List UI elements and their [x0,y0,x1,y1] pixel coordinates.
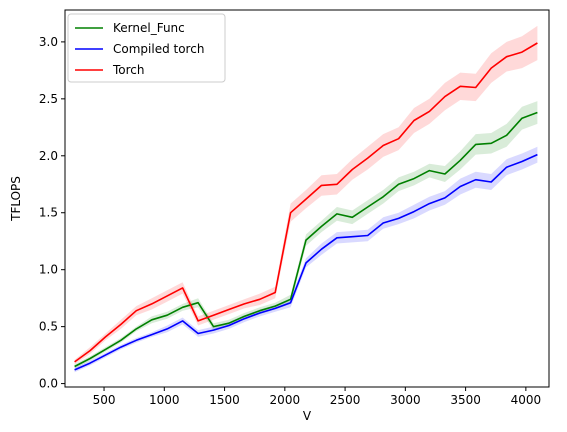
y-tick-label-2: 1.0 [39,263,58,277]
series-line-0 [74,111,538,368]
x-tick-label-1: 1000 [149,393,180,407]
x-axis-ticks: 500 1000 1500 2000 2500 3000 3500 4000 [93,387,542,407]
x-tick-label-6: 3500 [450,393,481,407]
x-axis-label: V [303,409,312,423]
y-tick-label-5: 2.5 [39,92,58,106]
legend: Kernel_Func Compiled torch Torch [67,13,226,83]
series-lines [74,42,538,371]
series-line-1 [74,153,538,371]
legend-entry-0: Kernel_Func [113,21,185,35]
series-line-2 [74,42,538,363]
legend-box [67,13,226,83]
x-tick-label-0: 500 [93,393,116,407]
y-axis-ticks: 0.0 0.5 1.0 1.5 2.0 2.5 3.0 [39,35,65,391]
legend-entry-2: Torch [112,63,145,77]
x-tick-label-3: 2000 [270,393,301,407]
y-axis-label: TFLOPS [9,176,23,222]
x-tick-label-5: 3000 [390,393,421,407]
legend-entry-1: Compiled torch [113,42,204,56]
confidence-bands [74,25,538,373]
plot-frame [64,9,550,388]
x-tick-label-4: 2500 [330,393,361,407]
y-tick-label-1: 0.5 [39,320,58,334]
x-tick-label-2: 1500 [209,393,240,407]
band-1 [74,146,538,373]
band-0 [74,101,538,369]
y-tick-label-4: 2.0 [39,149,58,163]
y-tick-label-0: 0.0 [39,377,58,391]
x-tick-label-7: 4000 [511,393,542,407]
y-tick-label-6: 3.0 [39,35,58,49]
band-2 [74,25,538,365]
y-tick-label-3: 1.5 [39,206,58,220]
